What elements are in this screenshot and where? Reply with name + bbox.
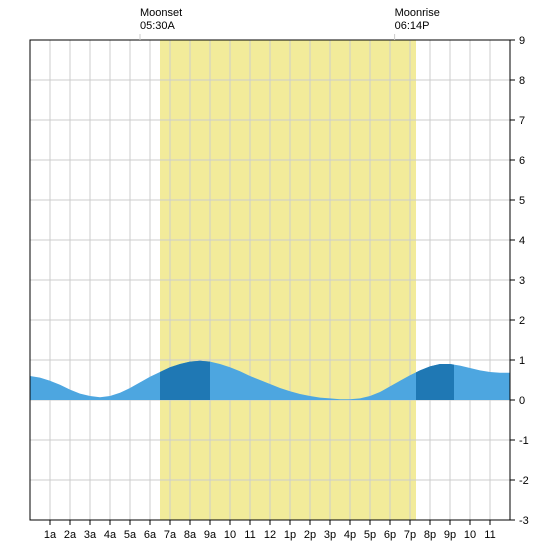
- x-tick-label: 7a: [164, 529, 177, 541]
- x-tick-label: 5p: [364, 529, 376, 541]
- event-label: Moonrise: [395, 7, 440, 19]
- x-tick-label: 8p: [424, 529, 436, 541]
- x-tick-label: 12: [264, 529, 276, 541]
- y-tick-label: 6: [519, 155, 525, 167]
- x-tick-label: 9a: [204, 529, 217, 541]
- x-tick-label: 3a: [84, 529, 97, 541]
- y-tick-label: -3: [519, 515, 529, 527]
- x-tick-label: 11: [484, 529, 495, 541]
- x-tick-label: 3p: [324, 529, 336, 541]
- y-tick-label: 4: [519, 235, 525, 247]
- y-tick-label: 0: [519, 395, 525, 407]
- y-tick-label: 2: [519, 315, 525, 327]
- x-tick-label: 2a: [64, 529, 77, 541]
- y-tick-label: 7: [519, 115, 525, 127]
- x-tick-label: 1a: [44, 529, 57, 541]
- x-tick-label: 4p: [344, 529, 356, 541]
- y-tick-label: 1: [519, 355, 525, 367]
- event-time: 06:14P: [395, 20, 430, 32]
- chart-svg: -3-2-101234567891a2a3a4a5a6a7a8a9a101112…: [0, 0, 550, 550]
- x-tick-label: 10: [464, 529, 476, 541]
- tide-chart: -3-2-101234567891a2a3a4a5a6a7a8a9a101112…: [0, 0, 550, 550]
- y-tick-label: 5: [519, 195, 525, 207]
- event-label: Moonset: [140, 7, 182, 19]
- x-tick-label: 8a: [184, 529, 197, 541]
- y-tick-label: -2: [519, 475, 529, 487]
- x-tick-label: 4a: [104, 529, 117, 541]
- y-tick-label: -1: [519, 435, 529, 447]
- tide-dark: [416, 364, 454, 400]
- y-tick-label: 8: [519, 75, 525, 87]
- x-tick-label: 5a: [124, 529, 137, 541]
- x-tick-label: 6a: [144, 529, 157, 541]
- x-tick-label: 2p: [304, 529, 316, 541]
- x-tick-label: 9p: [444, 529, 456, 541]
- y-tick-label: 9: [519, 35, 525, 47]
- x-tick-label: 7p: [404, 529, 416, 541]
- x-tick-label: 11: [244, 529, 255, 541]
- x-tick-label: 10: [224, 529, 236, 541]
- y-tick-label: 3: [519, 275, 525, 287]
- event-time: 05:30A: [140, 20, 176, 32]
- x-tick-label: 1p: [284, 529, 296, 541]
- x-tick-label: 6p: [384, 529, 396, 541]
